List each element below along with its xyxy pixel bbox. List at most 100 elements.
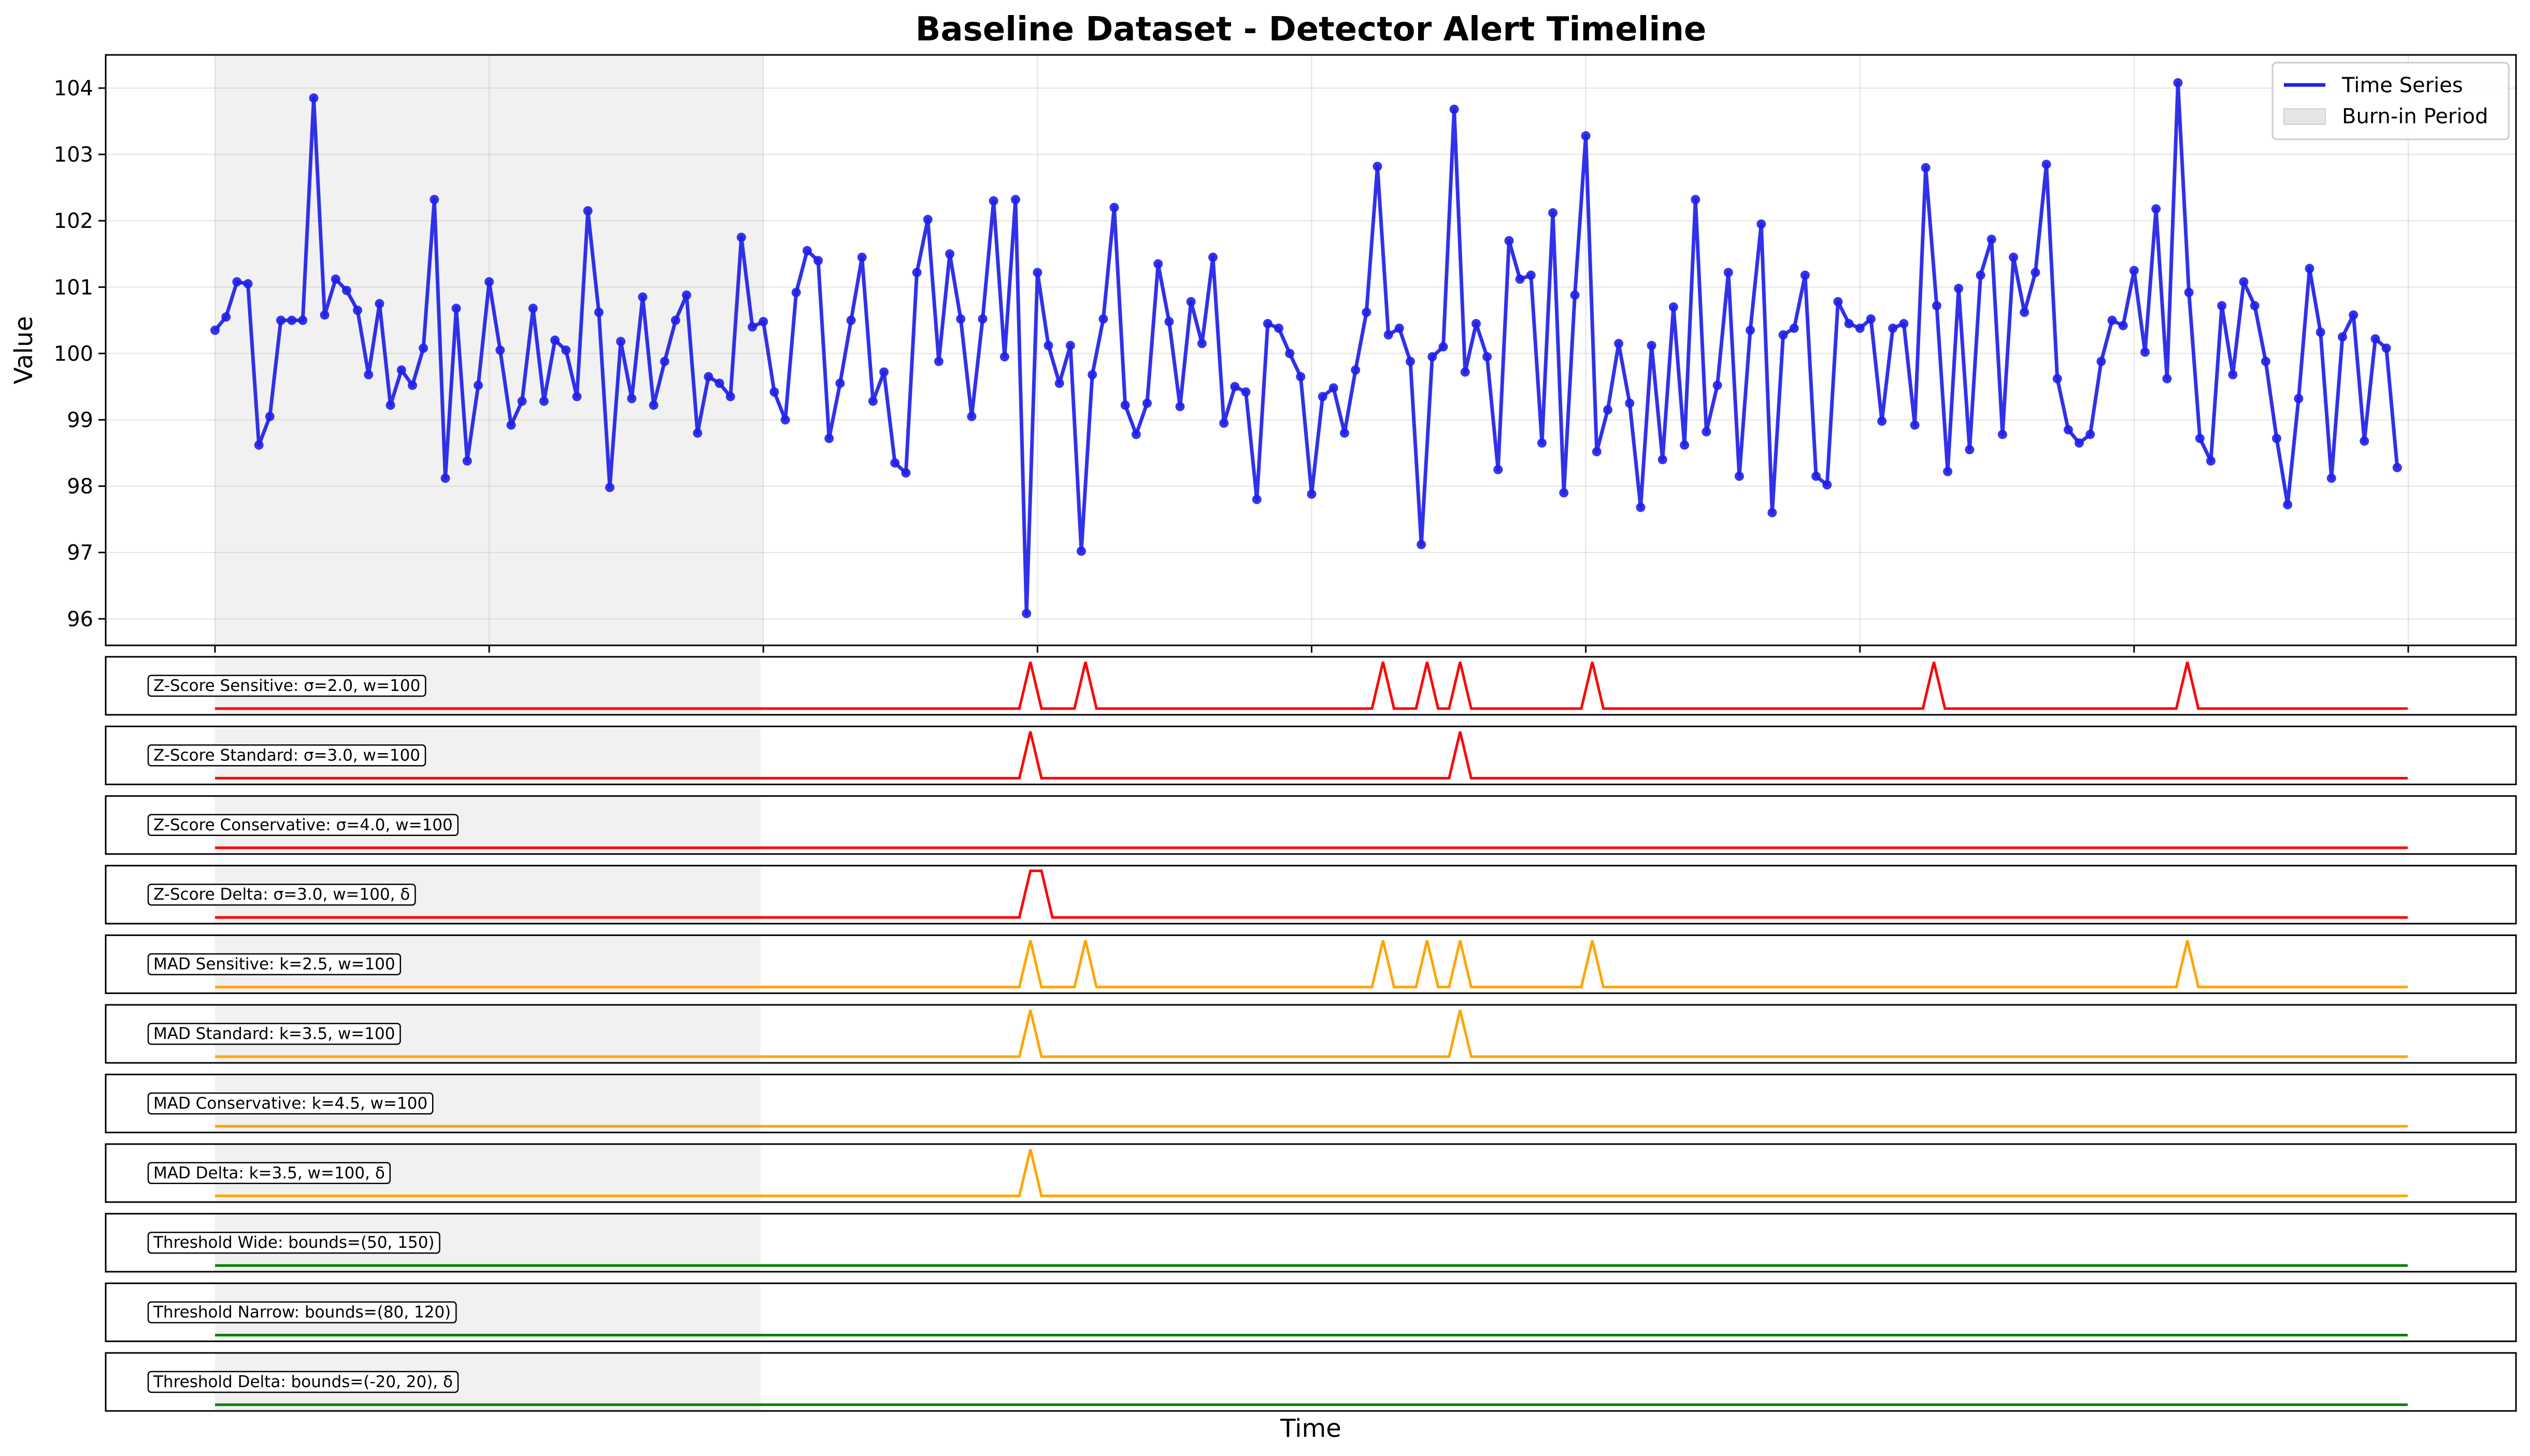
- detector-panels: Z-Score Sensitive: σ=2.0, w=100 Z-Score S…: [105, 656, 2517, 1412]
- data-point: [1800, 270, 1810, 280]
- data-point: [2075, 438, 2084, 448]
- data-point: [1910, 420, 1920, 430]
- detector-alert-line: [215, 731, 2408, 780]
- data-point: [627, 394, 637, 403]
- data-point: [2315, 327, 2325, 337]
- data-point: [1022, 609, 1032, 618]
- data-point: [1054, 379, 1064, 388]
- data-point: [1855, 323, 1865, 333]
- data-point: [221, 312, 231, 322]
- data-point: [1537, 438, 1547, 448]
- legend-box: [2271, 62, 2510, 140]
- detector-label-box: [147, 1231, 440, 1254]
- data-point: [1647, 341, 1656, 350]
- data-point: [474, 380, 483, 390]
- data-point: [1789, 323, 1799, 333]
- data-point: [298, 315, 308, 325]
- data-point: [506, 420, 516, 430]
- data-point: [1241, 387, 1251, 397]
- data-point: [1581, 131, 1591, 141]
- data-point: [2195, 434, 2205, 443]
- data-point: [1866, 314, 1876, 324]
- data-point: [1406, 356, 1415, 366]
- data-point: [528, 304, 538, 313]
- data-point: [879, 367, 889, 377]
- data-point: [1559, 488, 1569, 498]
- data-point: [1065, 341, 1075, 350]
- detector-label: MAD Standard: k=3.5, w=100: [153, 1025, 395, 1043]
- data-point: [780, 415, 790, 425]
- data-point: [2283, 500, 2293, 510]
- data-point: [2009, 252, 2019, 262]
- data-point: [1449, 105, 1459, 114]
- data-point: [265, 412, 275, 422]
- y-tick-label: 102: [54, 209, 93, 233]
- data-point: [287, 315, 297, 325]
- detector-panel: MAD Conservative: k=4.5, w=100: [105, 1073, 2517, 1133]
- data-point: [517, 396, 527, 406]
- data-point: [835, 379, 845, 388]
- data-point: [2261, 356, 2270, 366]
- detector-frame: [105, 1073, 2517, 1133]
- detector-alert-line: [215, 1010, 2408, 1058]
- data-point: [978, 314, 988, 324]
- data-point: [594, 308, 604, 317]
- data-point: [1077, 546, 1086, 556]
- data-point: [364, 370, 374, 380]
- data-point: [956, 314, 966, 324]
- data-point: [2184, 287, 2194, 297]
- data-point: [1296, 372, 1306, 382]
- legend-series-label: Time Series: [2341, 74, 2463, 97]
- detector-frame: [105, 1004, 2517, 1064]
- data-point: [1899, 319, 1909, 328]
- data-point: [1471, 319, 1481, 328]
- data-point: [1493, 465, 1503, 474]
- data-point: [2162, 374, 2172, 384]
- data-point: [1932, 301, 1941, 311]
- data-point: [1131, 429, 1141, 439]
- detector-label-box: [147, 814, 459, 837]
- data-point: [1230, 382, 1240, 392]
- detector-label-box: [147, 674, 426, 697]
- data-point: [1592, 447, 1602, 456]
- data-point: [2294, 394, 2304, 403]
- data-point: [2173, 78, 2183, 88]
- data-point: [276, 315, 285, 325]
- detector-label: MAD Delta: k=3.5, w=100, δ: [153, 1164, 385, 1183]
- data-point: [1504, 236, 1514, 246]
- data-point: [1712, 380, 1722, 390]
- detector-label-box: [147, 1162, 391, 1185]
- detector-alert-line: [215, 869, 2408, 919]
- data-point: [693, 428, 703, 438]
- data-point: [2129, 266, 2139, 276]
- data-point: [2349, 310, 2359, 320]
- burn-in-region: [215, 55, 764, 645]
- data-point: [682, 290, 692, 300]
- data-point: [868, 396, 878, 406]
- data-point: [714, 379, 724, 388]
- data-point: [243, 279, 253, 289]
- data-point: [923, 214, 933, 224]
- data-point: [1175, 401, 1185, 411]
- data-point: [1844, 319, 1854, 328]
- data-point: [791, 287, 801, 297]
- detector-label: Z-Score Delta: σ=3.0, w=100, δ: [153, 885, 410, 904]
- data-point: [1285, 349, 1295, 358]
- data-point: [605, 483, 614, 493]
- data-point: [1723, 268, 1733, 278]
- data-point: [1657, 455, 1667, 465]
- data-point: [484, 277, 494, 287]
- data-point: [670, 315, 680, 325]
- data-point: [353, 306, 363, 315]
- data-point: [1976, 270, 1985, 280]
- data-point: [1208, 252, 1218, 262]
- detector-alert-line: [215, 661, 2408, 710]
- data-point: [1033, 268, 1042, 278]
- data-point: [769, 387, 779, 397]
- data-point: [375, 299, 384, 309]
- detector-frame: [105, 1143, 2517, 1203]
- data-point: [2250, 301, 2260, 311]
- detector-label: MAD Conservative: k=4.5, w=100: [153, 1094, 427, 1113]
- detector-frame: [105, 864, 2517, 925]
- detector-panel: Z-Score Standard: σ=3.0, w=100: [105, 725, 2517, 785]
